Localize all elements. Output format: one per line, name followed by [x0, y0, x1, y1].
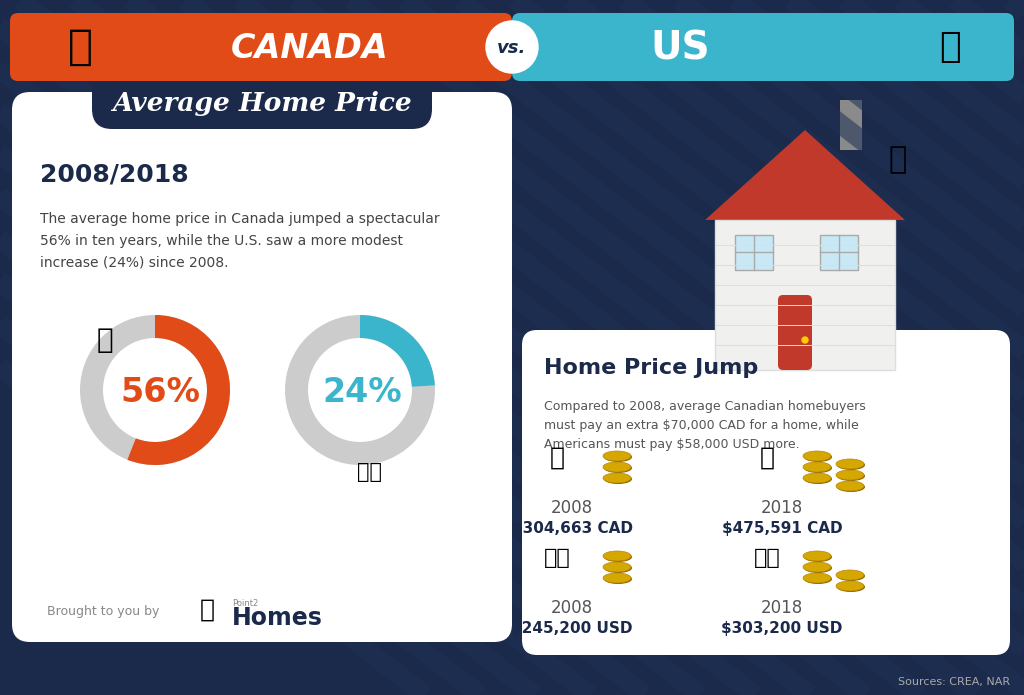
Ellipse shape — [604, 463, 632, 473]
Wedge shape — [80, 315, 230, 465]
Ellipse shape — [604, 552, 632, 562]
Ellipse shape — [836, 481, 864, 491]
FancyBboxPatch shape — [12, 92, 512, 642]
Text: 🌟: 🌟 — [939, 30, 961, 64]
Ellipse shape — [803, 551, 831, 561]
Circle shape — [486, 21, 538, 73]
Text: US: US — [650, 29, 710, 67]
Text: 🍁: 🍁 — [68, 26, 92, 68]
Text: 2008/2018: 2008/2018 — [40, 162, 188, 186]
Ellipse shape — [837, 571, 865, 581]
Ellipse shape — [804, 563, 831, 573]
Ellipse shape — [804, 574, 831, 584]
Wedge shape — [285, 315, 435, 465]
Ellipse shape — [804, 452, 831, 462]
Text: $475,591 CAD: $475,591 CAD — [722, 521, 843, 536]
FancyBboxPatch shape — [715, 220, 895, 370]
Text: vs.: vs. — [498, 39, 526, 57]
Circle shape — [802, 337, 808, 343]
Text: Compared to 2008, average Canadian homebuyers
must pay an extra $70,000 CAD for : Compared to 2008, average Canadian homeb… — [544, 400, 865, 451]
Text: Homes: Homes — [232, 606, 323, 630]
Text: 2018: 2018 — [761, 599, 803, 617]
Text: CANADA: CANADA — [231, 31, 389, 65]
Ellipse shape — [803, 573, 831, 583]
Ellipse shape — [836, 470, 864, 480]
Ellipse shape — [604, 574, 632, 584]
Ellipse shape — [804, 474, 831, 484]
FancyBboxPatch shape — [10, 13, 512, 81]
Text: 🏠: 🏠 — [200, 598, 214, 622]
Text: $303,200 USD: $303,200 USD — [721, 621, 843, 635]
Ellipse shape — [803, 562, 831, 572]
Ellipse shape — [804, 552, 831, 562]
Ellipse shape — [603, 462, 631, 472]
Text: 24%: 24% — [323, 375, 401, 409]
FancyBboxPatch shape — [92, 74, 432, 129]
Ellipse shape — [804, 463, 831, 473]
Ellipse shape — [836, 581, 864, 591]
Text: The average home price in Canada jumped a spectacular
56% in ten years, while th: The average home price in Canada jumped … — [40, 212, 439, 270]
Text: 2018: 2018 — [761, 499, 803, 517]
FancyBboxPatch shape — [522, 330, 1010, 655]
Text: 2008: 2008 — [551, 499, 593, 517]
FancyBboxPatch shape — [820, 235, 858, 270]
Text: $304,663 CAD: $304,663 CAD — [512, 521, 633, 536]
Ellipse shape — [603, 473, 631, 483]
FancyBboxPatch shape — [840, 100, 862, 150]
Text: 🇺🇸: 🇺🇸 — [754, 548, 780, 568]
Wedge shape — [127, 315, 230, 465]
Ellipse shape — [604, 474, 632, 484]
FancyBboxPatch shape — [735, 235, 773, 270]
Text: 🇺🇸: 🇺🇸 — [357, 462, 383, 482]
FancyBboxPatch shape — [512, 13, 1014, 81]
Ellipse shape — [837, 582, 865, 592]
Text: Brought to you by: Brought to you by — [47, 605, 160, 619]
Ellipse shape — [603, 562, 631, 572]
Text: 🍁: 🍁 — [96, 326, 114, 354]
Text: 🏷: 🏷 — [889, 145, 907, 174]
Text: Point2: Point2 — [232, 600, 258, 609]
Ellipse shape — [836, 459, 864, 469]
Ellipse shape — [603, 451, 631, 461]
Text: 56%: 56% — [120, 375, 200, 409]
Ellipse shape — [604, 452, 632, 462]
Ellipse shape — [803, 462, 831, 472]
Polygon shape — [705, 130, 905, 220]
Text: 🇺🇸: 🇺🇸 — [544, 548, 570, 568]
Ellipse shape — [603, 551, 631, 561]
Text: 2008: 2008 — [551, 599, 593, 617]
Ellipse shape — [837, 482, 865, 492]
Text: Sources: CREA, NAR: Sources: CREA, NAR — [898, 677, 1010, 687]
Ellipse shape — [603, 573, 631, 583]
Ellipse shape — [836, 570, 864, 580]
Text: 🍁: 🍁 — [550, 446, 564, 470]
Ellipse shape — [837, 471, 865, 481]
Text: 🍁: 🍁 — [760, 446, 774, 470]
Text: $245,200 USD: $245,200 USD — [511, 621, 633, 635]
Text: Average Home Price: Average Home Price — [113, 91, 412, 116]
Text: Home Price Jump: Home Price Jump — [544, 358, 758, 378]
FancyBboxPatch shape — [778, 295, 812, 370]
Ellipse shape — [803, 473, 831, 483]
Ellipse shape — [803, 451, 831, 461]
Ellipse shape — [604, 563, 632, 573]
Ellipse shape — [837, 460, 865, 470]
Wedge shape — [360, 315, 435, 386]
